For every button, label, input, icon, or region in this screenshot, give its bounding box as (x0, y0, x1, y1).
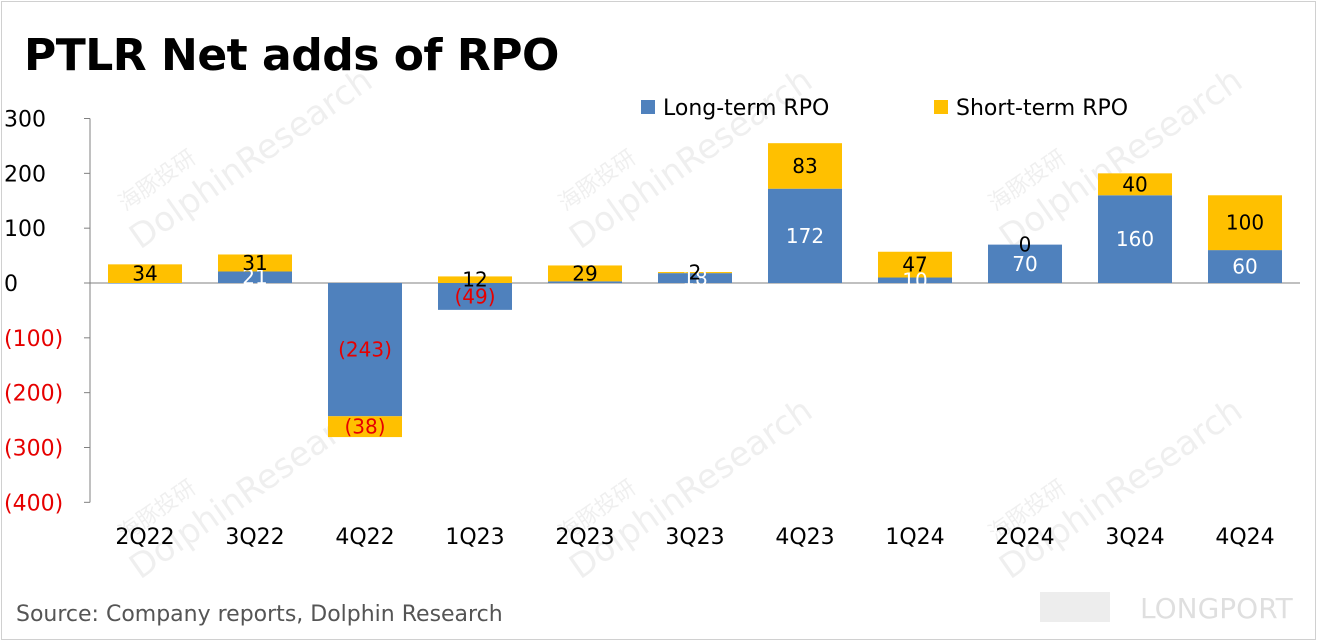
chart-title: PTLR Net adds of RPO (24, 30, 559, 81)
x-tick-label: 2Q24 (995, 525, 1054, 550)
legend: Long-term RPO Short-term RPO (641, 96, 1128, 121)
data-label-long-term: 10 (902, 268, 927, 292)
x-tick-label: 2Q22 (115, 525, 174, 550)
bar-short-term (768, 143, 842, 189)
bar-long-term (438, 283, 512, 310)
data-label-short-term: 0 (1019, 233, 1032, 257)
data-label-short-term: 100 (1226, 211, 1264, 235)
x-tick-label: 3Q23 (665, 525, 724, 550)
y-tick-label: (200) (4, 382, 63, 407)
data-label-long-term: 172 (786, 224, 824, 248)
longport-logo-text: LONGPORT (1140, 592, 1294, 625)
bars-layer (108, 143, 1282, 438)
bar-short-term (108, 264, 182, 283)
bar-long-term (988, 244, 1062, 283)
data-label-short-term: 34 (132, 262, 157, 286)
y-tick-label: (300) (4, 436, 63, 461)
data-label-short-term: 40 (1122, 172, 1147, 196)
bar-long-term (218, 271, 292, 283)
data-label-short-term: (38) (344, 415, 385, 439)
data-label-long-term: 18 (682, 266, 707, 290)
watermark-brand: DolphinResearch (122, 60, 380, 257)
y-tick-label: (400) (4, 491, 63, 516)
x-tick-label: 2Q23 (555, 525, 614, 550)
bar-long-term (658, 273, 732, 283)
bar-short-term (1208, 195, 1282, 251)
bar-long-term (1208, 250, 1282, 283)
bar-short-term (548, 265, 622, 282)
data-label-long-term: (49) (454, 284, 495, 308)
data-label-long-term: 21 (242, 265, 267, 289)
x-tick-label: 3Q22 (225, 525, 284, 550)
data-label-short-term: 2 (689, 261, 702, 285)
data-label-long-term: (243) (338, 338, 392, 362)
bar-short-term (1098, 173, 1172, 196)
bar-long-term (1098, 195, 1172, 283)
data-label-long-term: 60 (1232, 255, 1257, 279)
legend-label: Long-term RPO (663, 96, 829, 121)
bar-long-term (878, 277, 952, 283)
x-tick-label: 4Q22 (335, 525, 394, 550)
y-tick-label: (100) (4, 327, 63, 352)
y-tick-label: 200 (4, 162, 46, 187)
x-tick-label: 1Q24 (885, 525, 944, 550)
legend-swatch (641, 100, 655, 114)
bar-short-term (218, 254, 292, 272)
data-label-long-term: 160 (1116, 227, 1154, 251)
y-tick-label: 0 (4, 272, 18, 297)
data-label-short-term: 47 (902, 253, 927, 277)
source-note: Source: Company reports, Dolphin Researc… (16, 602, 503, 627)
x-tick-label: 3Q24 (1105, 525, 1164, 550)
bar-long-term (548, 281, 622, 283)
x-tick-label: 4Q23 (775, 525, 834, 550)
longport-logo: LONGPORT (1040, 592, 1294, 625)
x-tick-label: 1Q23 (445, 525, 504, 550)
data-label-long-term: 70 (1012, 252, 1037, 276)
legend-label: Short-term RPO (956, 96, 1128, 121)
data-label-short-term: 12 (462, 268, 487, 292)
legend-swatch (934, 100, 948, 114)
bar-short-term (438, 276, 512, 283)
bar-long-term (768, 188, 842, 283)
y-tick-label: 300 (4, 108, 46, 133)
x-tick-label: 4Q24 (1215, 525, 1274, 550)
watermark-brand: DolphinResearch (562, 390, 820, 587)
data-label-short-term: 83 (792, 154, 817, 178)
watermark-brand: DolphinResearch (992, 390, 1250, 587)
bar-short-term (878, 251, 952, 278)
bar-short-term (328, 416, 402, 438)
bar-short-term (658, 272, 732, 274)
y-tick-label: 100 (4, 217, 46, 242)
bar-long-term (108, 283, 182, 284)
data-label-short-term: 31 (242, 251, 267, 275)
bar-long-term (328, 283, 402, 417)
data-label-short-term: 29 (572, 261, 597, 285)
